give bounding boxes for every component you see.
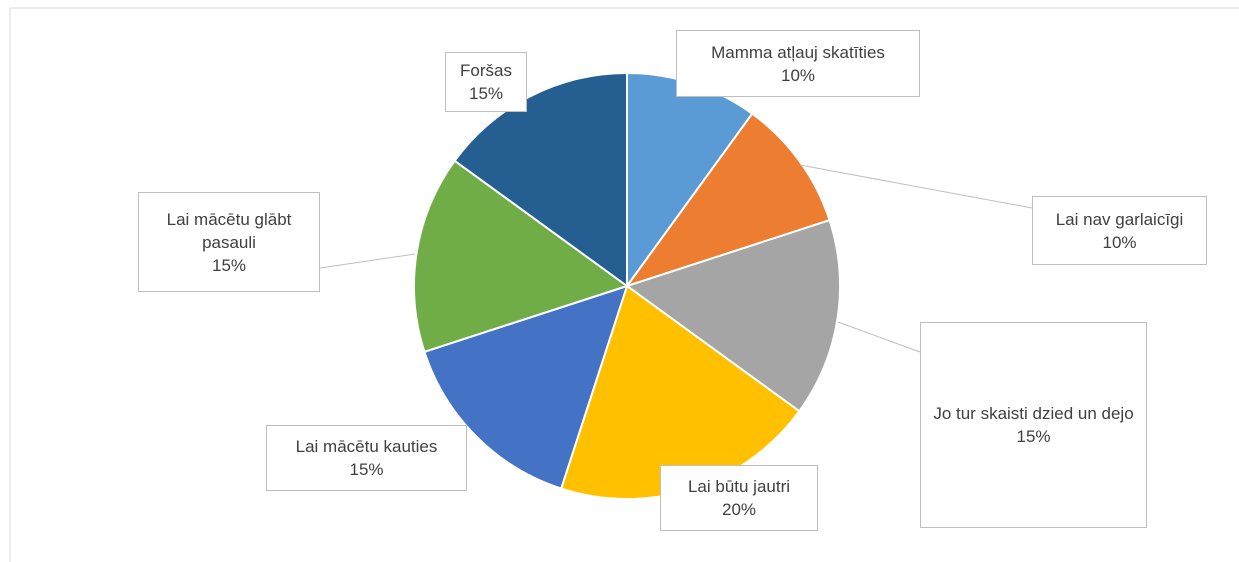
leader-line <box>799 164 1033 209</box>
pie-slice <box>453 71 628 288</box>
pie-slice <box>423 284 629 490</box>
value-label: 10% <box>780 65 816 85</box>
category-label: Foršas <box>460 61 512 80</box>
value-label: 10% <box>1102 232 1137 252</box>
value-label: 15% <box>1016 427 1051 446</box>
pie-slice <box>624 112 831 288</box>
data-label: Lai nav garlaicīgi 10% <box>1032 196 1207 265</box>
category-label: Lai mācētu kauties <box>295 437 438 456</box>
data-label: Lai būtu jautri 20% <box>660 465 818 531</box>
data-label: Mamma atļauj skatīties 10% <box>676 30 920 97</box>
data-label: Lai mācētu kauties 15% <box>266 425 467 491</box>
category-label: Lai būtu jautri <box>687 477 791 496</box>
category-label: Jo tur skaisti dzied un dejo <box>933 404 1134 423</box>
pie-slice <box>413 159 630 354</box>
value-label: 15% <box>468 84 504 103</box>
leader-line <box>837 321 921 353</box>
value-label: 15% <box>211 255 247 275</box>
data-label: Jo tur skaisti dzied un dejo 15% <box>920 322 1147 528</box>
category-label: Lai nav garlaicīgi <box>1055 209 1184 229</box>
value-label: 15% <box>349 460 384 479</box>
data-label: Foršas 15% <box>445 52 527 112</box>
leader-line <box>319 253 416 269</box>
data-label: Lai mācētu glābt pasauli 15% <box>138 192 320 292</box>
category-label: Lai mācētu glābt pasauli <box>166 209 292 252</box>
category-label: Mamma atļauj skatīties <box>711 42 885 62</box>
value-label: 20% <box>721 500 757 519</box>
pie-slice <box>624 218 841 413</box>
